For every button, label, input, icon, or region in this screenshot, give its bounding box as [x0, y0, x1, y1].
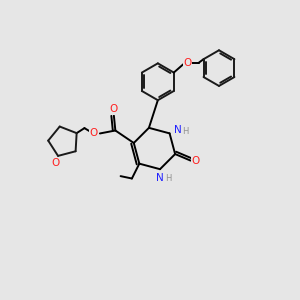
Text: O: O	[183, 58, 192, 68]
Text: O: O	[110, 104, 118, 114]
Text: N: N	[174, 125, 182, 135]
Text: H: H	[165, 174, 172, 183]
Text: O: O	[192, 156, 200, 166]
Text: O: O	[51, 158, 59, 168]
Text: H: H	[182, 128, 188, 136]
Text: O: O	[90, 128, 98, 139]
Text: N: N	[156, 172, 164, 182]
